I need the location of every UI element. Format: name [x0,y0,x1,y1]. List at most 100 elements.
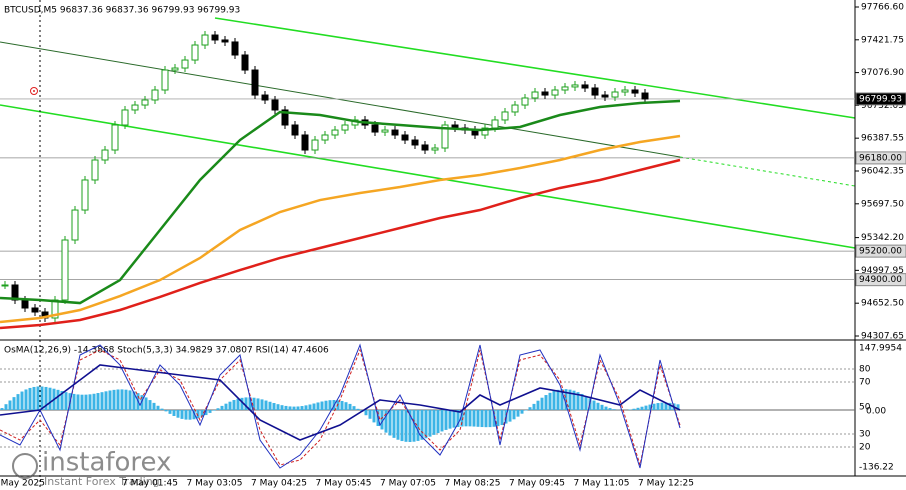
candle-body [531,91,539,99]
watermark-brand: instaforex [42,448,171,478]
candle-body [211,34,219,41]
x-tick-label: 7 May 09:45 [509,479,565,489]
candle-body [371,124,379,133]
candle-body [71,209,79,241]
candle-body [61,239,69,301]
x-tick-label: 7 May 08:25 [445,479,501,489]
x-tick-label: 7 May 05:45 [316,479,372,489]
candle-body [1,284,9,287]
y-tick-label: 94652.50 [861,299,904,309]
x-tick-label: 7 May 04:25 [251,479,307,489]
candle-body [161,69,169,91]
candle-body [261,94,269,101]
x-tick-label: 7 May 07:05 [380,479,436,489]
x-tick-label: 5 May 2025 [0,479,45,489]
candle-body [561,86,569,91]
candle-body [481,127,489,136]
channels [0,0,856,490]
candle-body [511,104,519,113]
candle-body [201,34,209,46]
y-tick-label: 95342.20 [861,233,904,243]
stoch-main [0,343,681,469]
moving-average [0,99,681,305]
candle-body [431,147,439,151]
moving-average [0,134,681,324]
y-tick-label: 94997.95 [861,266,904,276]
candle-body [491,119,499,129]
candle-body [521,97,529,106]
candle-body [171,67,179,71]
price-label: 95200.00 [859,247,902,257]
candle-body [141,99,149,106]
stoch-signal [0,348,681,466]
indicator-level: 20 [859,443,871,453]
candle-body [581,84,589,89]
candle-body [601,94,609,98]
y-tick-label: 97076.90 [861,68,904,78]
candle-body [401,134,409,141]
y-tick-label: 96387.55 [861,134,904,144]
price-label: 94900.00 [859,275,902,285]
candle-body [391,129,399,136]
price-label: 96180.00 [859,153,902,163]
y-tick-label: 96042.35 [861,167,904,177]
price-label-box [855,151,906,165]
candle-body [21,299,29,309]
y-tick-label: 97421.75 [861,35,904,45]
y-tick-label: 95697.50 [861,199,904,209]
candle-body [311,139,319,151]
y-tick-label: 96732.05 [861,101,904,111]
candle-body [631,89,639,94]
watermark-tagline: Instant Forex Trading [44,475,160,488]
price-label-box [855,92,906,106]
indicator-level: 70 [859,378,871,388]
candle-body [331,129,339,136]
indicator-title: OsMA(12,26,9) -14.3868 Stoch(5,3,3) 34.9… [4,346,329,356]
indicator-level: 0.00 [866,407,886,417]
candle-body [621,89,629,93]
candle-body [251,69,259,96]
candle-body [91,159,99,181]
candle-body [321,134,329,141]
x-tick-label: 7 May 11:05 [574,479,630,489]
candle-body [191,44,199,61]
candle-body [301,134,309,151]
candle-body [571,84,579,88]
indicator-level: 147.9954 [859,344,902,354]
x-tick-label: 7 May 03:05 [187,479,243,489]
candle-body [221,39,229,43]
rsi [0,364,681,441]
chart-title: BTCUSD,M5 96837.36 96837.36 96799.93 967… [4,6,240,16]
candle-body [231,41,239,56]
x-tick-label: 7 May 12:25 [638,479,694,489]
indicator-level: 80 [859,365,871,375]
candle-body [121,109,129,126]
candle-body [551,89,559,96]
candle-body [381,129,389,133]
indicator-levels [0,368,855,448]
candle-body [151,89,159,101]
y-tick-label: 97766.60 [861,3,904,13]
x-tick-label: 7 May 01:45 [122,479,178,489]
candle-body [81,179,89,211]
candle-body [271,99,279,111]
candle-body [291,124,299,136]
price-label-box [855,273,906,287]
candle-body [101,149,109,161]
candle-body [541,91,549,96]
candle-body [641,92,649,100]
candle-body [501,111,509,121]
candle-body [31,307,39,313]
price-label: 96799.93 [859,94,902,104]
candle-body [111,124,119,151]
candle-body [281,109,289,126]
osma-histogram [0,386,680,443]
candle-body [181,59,189,69]
candle-body [421,144,429,151]
candle-body [341,124,349,131]
indicator-level: -136.22 [859,463,894,473]
candle-body [591,87,599,96]
indicator-level: 50 [859,403,871,413]
candle-body [441,124,449,149]
